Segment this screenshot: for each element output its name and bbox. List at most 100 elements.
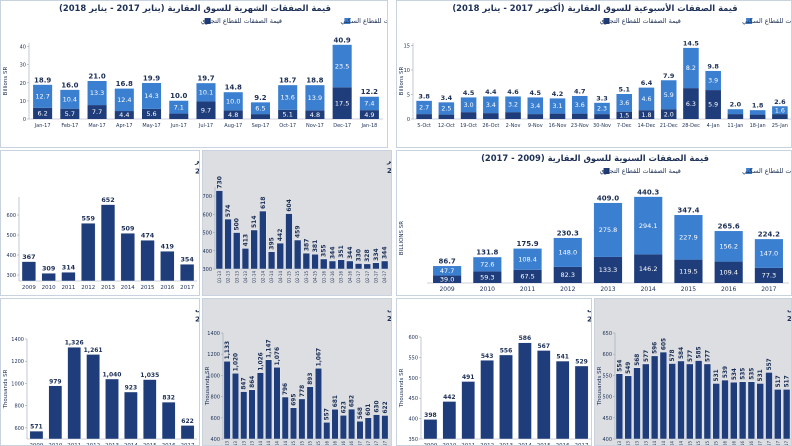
bar-value-commercial: 39.0 xyxy=(440,275,454,283)
chart-title-line-1: متوسط السعر السنوي لقطعة الأرض السكنية (… xyxy=(194,156,200,165)
bar-value-residential: 7.1 xyxy=(174,103,184,111)
x-tick-label: Q4-17 xyxy=(382,441,387,446)
legend-swatch-commercial xyxy=(204,18,211,24)
bar-value-commercial: 109.4 xyxy=(719,268,738,276)
bar-value-label: 1,147 xyxy=(267,339,273,357)
y-tick-label: 600 xyxy=(210,416,220,422)
bar xyxy=(180,425,195,440)
chart-svg: متوسط السعر الربع سنوي للشقة السكنية (أل… xyxy=(597,304,791,446)
bar-residential xyxy=(142,82,162,109)
bar xyxy=(650,355,659,440)
y-tick-label: 600 xyxy=(14,426,24,432)
bar-value-label: 559 xyxy=(82,215,96,223)
x-tick-label: Q4-15 xyxy=(313,271,318,284)
bar-value-residential: 10.0 xyxy=(226,97,240,105)
bar-value-residential: 10.4 xyxy=(63,95,77,103)
bar-value-residential: 227.9 xyxy=(679,234,698,242)
x-tick-label: Q4-17 xyxy=(784,441,789,446)
bar-value-label: 652 xyxy=(101,196,114,204)
bar-commercial xyxy=(460,112,477,119)
bar-value-label: 549 xyxy=(626,362,632,374)
bar-residential xyxy=(660,80,677,110)
chart-svg: قيمة الصفقات السنوية للسوق العقارية (200… xyxy=(399,153,791,293)
x-tick-label: Q4-14 xyxy=(283,441,288,446)
bar xyxy=(285,213,293,270)
y-tick-label: 400 xyxy=(203,249,212,255)
x-tick-label: 26-Oct xyxy=(482,123,499,129)
bar-residential xyxy=(505,96,521,113)
bar-total-label: 4.2 xyxy=(552,90,564,98)
bar-value-residential: 3.1 xyxy=(553,103,563,110)
bar xyxy=(256,372,264,440)
x-tick-label: Q3-13 xyxy=(635,441,640,446)
bar-residential xyxy=(772,106,788,115)
bar-residential xyxy=(727,109,744,115)
bar-commercial xyxy=(727,114,744,119)
bar-value-label: 893 xyxy=(308,373,314,385)
x-tick-label: 11-Jan xyxy=(727,123,743,129)
bar-value-label: 354 xyxy=(180,256,194,264)
bar-value-commercial: 17.5 xyxy=(335,99,349,107)
chart-title-line-2: للوحدة) 2009 - 2017 xyxy=(587,314,592,323)
x-tick-label: Q2-16 xyxy=(333,441,338,446)
chart-title-line-1: متوسط السعر الربع سنوي لقطعة الأرض السكن… xyxy=(386,156,392,165)
x-tick-label: 5-Oct xyxy=(417,123,431,129)
x-tick-label: 2013 xyxy=(600,286,615,293)
x-tick-label: Q2-15 xyxy=(295,271,300,284)
x-tick-label: Q3-16 xyxy=(339,271,344,284)
x-tick-label: Jan-17 xyxy=(34,123,51,129)
x-tick-label: Q1-14 xyxy=(258,441,263,446)
bar-residential xyxy=(705,70,721,91)
bar-total-label: 14.5 xyxy=(683,39,700,47)
x-tick-label: 2012 xyxy=(86,443,100,446)
bar xyxy=(302,252,310,270)
bar-value-residential: 13.6 xyxy=(280,94,294,102)
bar-total-label: 16.8 xyxy=(116,80,133,88)
bar xyxy=(668,363,676,440)
bar xyxy=(372,262,380,270)
bar xyxy=(140,239,155,282)
x-tick-label: 2011 xyxy=(61,285,75,291)
y-axis-label: Thousands SR xyxy=(205,366,211,406)
bar xyxy=(659,351,668,440)
y-tick-label: 450 xyxy=(408,396,418,402)
bar xyxy=(642,363,650,440)
bar xyxy=(774,389,782,440)
bar xyxy=(461,381,476,440)
bar xyxy=(160,250,175,282)
chart-svg: متوسط السعر الربع سنوي لقطعة الأرض السكن… xyxy=(203,156,392,284)
bar-residential xyxy=(169,100,189,114)
chart-title: قيمة الصفقات الأسبوعية للسوق العقارية (أ… xyxy=(452,2,737,14)
x-tick-label: 2014 xyxy=(121,285,135,291)
bar xyxy=(120,232,135,282)
bar-value-label: 979 xyxy=(49,378,62,385)
bar-value-label: 557 xyxy=(767,358,773,370)
bar xyxy=(331,409,339,440)
bar-value-label: 630 xyxy=(375,401,381,413)
x-tick-label: 2010 xyxy=(42,285,56,291)
bar xyxy=(259,210,267,270)
bar-value-label: 568 xyxy=(358,407,364,419)
bar-total-label: 224.2 xyxy=(758,231,780,239)
x-tick-label: 2015 xyxy=(537,443,551,446)
bar xyxy=(686,363,694,440)
bar-residential xyxy=(638,87,655,111)
bar-value-residential: 1.6 xyxy=(775,107,785,114)
bar-value-residential: 3.6 xyxy=(619,100,629,107)
x-tick-label: 16-Nov xyxy=(549,123,567,129)
bar-value-commercial: 5.6 xyxy=(146,110,156,118)
bar-value-label: 778 xyxy=(300,385,306,397)
bar-total-label: 18.9 xyxy=(34,76,51,84)
x-tick-label: Jul-17 xyxy=(198,123,213,129)
bar-value-residential: 2.7 xyxy=(419,105,429,112)
bar-total-label: 19.7 xyxy=(197,75,214,83)
chart-title: متوسط السعر السنوي للعمارة السكنية (ألف … xyxy=(195,303,200,323)
x-tick-label: 2009 xyxy=(22,285,36,291)
bar xyxy=(354,263,363,270)
bar-residential xyxy=(87,81,107,106)
bar-value-label: 355 xyxy=(321,244,328,257)
bar-value-label: 578 xyxy=(670,349,676,361)
bar xyxy=(747,381,756,440)
x-tick-label: 2010 xyxy=(480,286,495,293)
